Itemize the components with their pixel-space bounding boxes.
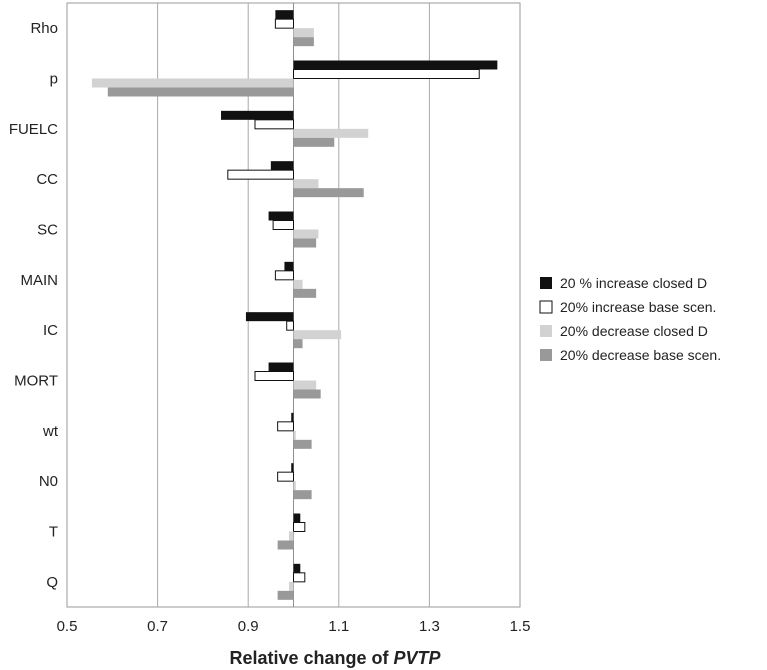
bar [293, 439, 312, 449]
bar [293, 389, 321, 399]
bar [291, 412, 294, 422]
bars [91, 10, 498, 600]
x-axis-title: Relative change of PVTP [229, 648, 441, 668]
bar [288, 581, 294, 591]
bar [293, 188, 364, 198]
legend-label: 20% decrease closed D [560, 323, 708, 339]
bar [293, 522, 306, 532]
bar [293, 229, 319, 239]
bar [277, 590, 294, 600]
category-label: N0 [39, 473, 58, 490]
bar [291, 463, 294, 473]
x-tick-labels: 0.5 0.7 0.9 1.1 1.3 1.5 [57, 618, 531, 635]
bar [268, 362, 294, 372]
legend-label: 20 % increase closed D [560, 275, 707, 291]
legend-swatch [540, 325, 552, 337]
x-tick-label: 0.9 [238, 618, 259, 635]
bar [293, 339, 303, 349]
category-label: wt [42, 423, 59, 440]
bar [288, 531, 294, 541]
bar [221, 110, 294, 120]
bar [227, 169, 294, 180]
category-label: IC [43, 322, 58, 339]
bar [293, 490, 312, 500]
bar [107, 87, 294, 97]
bar [293, 288, 317, 298]
bar [293, 128, 369, 138]
category-label: FUELC [9, 121, 58, 138]
category-label: Q [46, 574, 58, 591]
bar [274, 18, 295, 29]
legend-label: 20% increase base scen. [560, 299, 716, 315]
bar [275, 10, 294, 20]
legend-swatch [540, 349, 552, 361]
legend-swatch [539, 300, 553, 314]
bar [286, 320, 294, 331]
bar [277, 540, 294, 550]
grid-lines [157, 3, 430, 607]
bar [272, 220, 294, 230]
category-label: T [49, 524, 58, 541]
bar [293, 238, 317, 248]
category-labels: Rho p FUELC CC SC MAIN IC MORT wt N0 T Q [9, 20, 59, 591]
legend-swatch [540, 277, 552, 289]
category-label: MORT [14, 373, 58, 390]
bar [293, 137, 335, 147]
bar [293, 330, 342, 340]
category-label: Rho [30, 20, 58, 37]
bar [245, 312, 294, 322]
bar [274, 270, 295, 281]
x-tick-label: 1.3 [419, 618, 440, 635]
bar [293, 279, 303, 289]
x-axis-title-emphasis: PVTP [394, 648, 442, 668]
bar [293, 37, 314, 47]
bar [293, 380, 317, 390]
bar [293, 69, 480, 79]
bar [254, 371, 294, 381]
x-axis-title-prefix: Relative change of [229, 648, 393, 668]
bar [293, 572, 306, 583]
x-tick-label: 0.5 [57, 618, 78, 635]
legend: 20 % increase closed D 20% increase base … [539, 275, 721, 363]
x-tick-label: 1.5 [510, 618, 531, 635]
category-label: SC [37, 222, 58, 239]
category-label: CC [36, 171, 58, 188]
bar [293, 563, 301, 573]
bar [91, 78, 294, 88]
category-label: MAIN [21, 272, 59, 289]
x-tick-label: 1.1 [328, 618, 349, 635]
legend-label: 20% decrease base scen. [560, 347, 721, 363]
bar [254, 119, 294, 130]
category-label: p [50, 71, 58, 88]
bar [293, 513, 301, 523]
bar [268, 211, 294, 221]
bar [293, 430, 296, 440]
bar [284, 261, 294, 271]
bar [293, 179, 319, 189]
bar [270, 161, 294, 171]
x-tick-label: 0.7 [147, 618, 168, 635]
bar [277, 421, 294, 432]
bar [277, 471, 294, 482]
bar [293, 28, 314, 38]
bar [293, 60, 498, 70]
bar [293, 481, 296, 491]
